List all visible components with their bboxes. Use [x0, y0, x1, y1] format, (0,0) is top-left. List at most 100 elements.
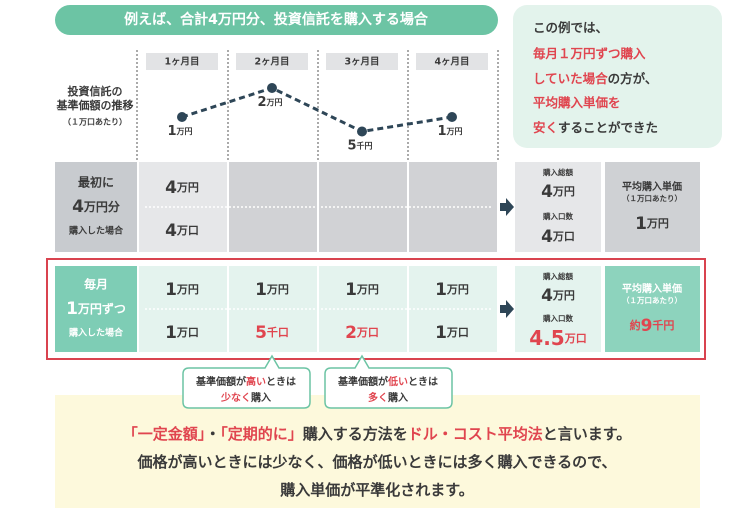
amount-unit: 万円 — [646, 217, 669, 230]
amount-unit: 万円ずつ — [77, 301, 126, 316]
amount-prefix: 約 — [630, 318, 641, 332]
amount-number: 1 — [435, 323, 447, 343]
amount-number: 1 — [255, 280, 267, 300]
text-line: 基準価額が低いときは — [337, 375, 438, 388]
amount-unit: 万円 — [552, 185, 575, 198]
price-point — [267, 83, 277, 93]
amount: 1万円 — [435, 280, 469, 300]
amount: 4万円 — [165, 178, 199, 198]
text-segment: することができた — [558, 120, 658, 135]
total-box-bg — [515, 266, 601, 352]
text-segment: 多く — [368, 391, 388, 404]
amount: 1万円 — [165, 280, 199, 300]
amount-unit: 万口 — [446, 326, 469, 339]
amount: 4万円 — [541, 286, 575, 306]
amount: 1万口 — [435, 323, 469, 343]
text-segment: 購入単価が平準化されます。 — [279, 481, 474, 499]
amount-unit: 万円分 — [83, 199, 120, 214]
row-label: 毎月 — [84, 277, 108, 292]
total-label: 購入総額 — [542, 271, 573, 281]
price-point — [357, 126, 367, 137]
amount: 4万円 — [541, 182, 575, 202]
amount: 1万円 — [255, 280, 289, 300]
amount-number: 5 — [255, 323, 267, 343]
price-point — [177, 112, 187, 122]
text-segment: 平均購入単価を — [533, 95, 621, 110]
amount: 1万口 — [165, 323, 199, 343]
amount-number: 4 — [165, 221, 177, 241]
text-line: 平均購入単価を — [533, 95, 621, 110]
avg-label: 平均購入単価 — [622, 282, 682, 295]
avg-box-bg — [605, 162, 700, 252]
text-segment: 購入する方法を — [302, 425, 408, 443]
amount: 4万口 — [165, 221, 199, 241]
amount-number: 1 — [165, 280, 177, 300]
text-segment: 「定期的に」 — [220, 425, 303, 443]
units-label: 購入口数 — [542, 211, 573, 221]
price-value: 1万円 — [437, 124, 462, 139]
month-header-bg — [146, 53, 218, 70]
amount: 4万口 — [541, 227, 575, 247]
avg-note: （１万口あたり） — [622, 193, 682, 203]
text-segment: 少なく — [220, 391, 251, 404]
amount: 4.5万口 — [529, 326, 586, 350]
text-line: 毎月１万円ずつ購入 — [533, 46, 646, 61]
price-unit: 万円 — [176, 127, 193, 136]
amount-number: 1 — [635, 214, 647, 234]
amount-unit: 万円 — [446, 283, 469, 296]
text-line: 基準価額が高いときは — [195, 375, 296, 388]
price-line — [181, 86, 453, 134]
amount: 1万円ずつ — [66, 299, 126, 319]
summary-bg — [513, 5, 722, 148]
price-number: 1 — [437, 124, 446, 139]
text-segment: この例では、 — [533, 20, 608, 35]
banner-bg — [55, 5, 498, 35]
text-line: 購入単価が平準化されます。 — [279, 481, 474, 499]
amount-number: 4 — [165, 178, 177, 198]
avg-note: （１万口あたり） — [622, 295, 682, 305]
text-segment: の方が、 — [608, 71, 658, 86]
price-number: 2 — [257, 95, 266, 110]
amount: 1万円 — [635, 214, 669, 234]
price-unit: 千円 — [357, 140, 373, 150]
amount-number: 4 — [72, 197, 84, 217]
amount: 4万円分 — [72, 197, 120, 217]
amount-number: 1 — [165, 323, 177, 343]
text-segment: 購入 — [387, 391, 408, 404]
amount-number: 9 — [641, 316, 653, 336]
text-segment: 「一定金額」 — [123, 425, 206, 443]
text-segment: と言います。 — [543, 425, 632, 443]
highlight-border — [46, 258, 706, 360]
callout — [324, 354, 453, 409]
price-label: （１万口あたり） — [63, 117, 127, 127]
text-segment: ドル・コスト平均法 — [408, 425, 543, 443]
amount-unit: 万円 — [266, 283, 289, 296]
text-segment: ときは — [408, 376, 438, 388]
arrow — [500, 198, 514, 216]
amount-unit: 万円 — [552, 289, 575, 302]
price-value: 2万円 — [257, 95, 282, 110]
month-header: 1ヶ月目 — [164, 57, 199, 68]
month-header: 3ヶ月目 — [344, 57, 379, 68]
text-segment: 基準価額が — [195, 375, 247, 388]
row-label: 購入した場合 — [68, 225, 124, 237]
text-line: 価格が高いときには少なく、価格が低いときには多く購入できるので、 — [136, 453, 616, 471]
price-number: 5 — [347, 138, 356, 153]
text-segment: 毎月１万円ずつ購入 — [533, 46, 646, 61]
price-unit: 万円 — [446, 127, 463, 136]
row-label: 最初に — [78, 175, 114, 190]
amount: 5千口 — [255, 323, 289, 343]
footer-bg — [55, 395, 700, 508]
price-value: 1万円 — [167, 124, 192, 139]
text-segment: ・ — [205, 425, 220, 443]
amount-unit: 万円 — [356, 283, 379, 296]
month-header-bg — [326, 53, 398, 70]
amount-number: 4 — [541, 227, 553, 247]
text-line: 多く購入 — [368, 391, 408, 404]
amount-number: 4.5 — [529, 326, 564, 350]
price-value: 5千円 — [347, 138, 372, 153]
amount-unit: 千円 — [652, 318, 674, 332]
amount-unit: 万円 — [176, 181, 199, 194]
row-label-bg — [55, 162, 137, 252]
